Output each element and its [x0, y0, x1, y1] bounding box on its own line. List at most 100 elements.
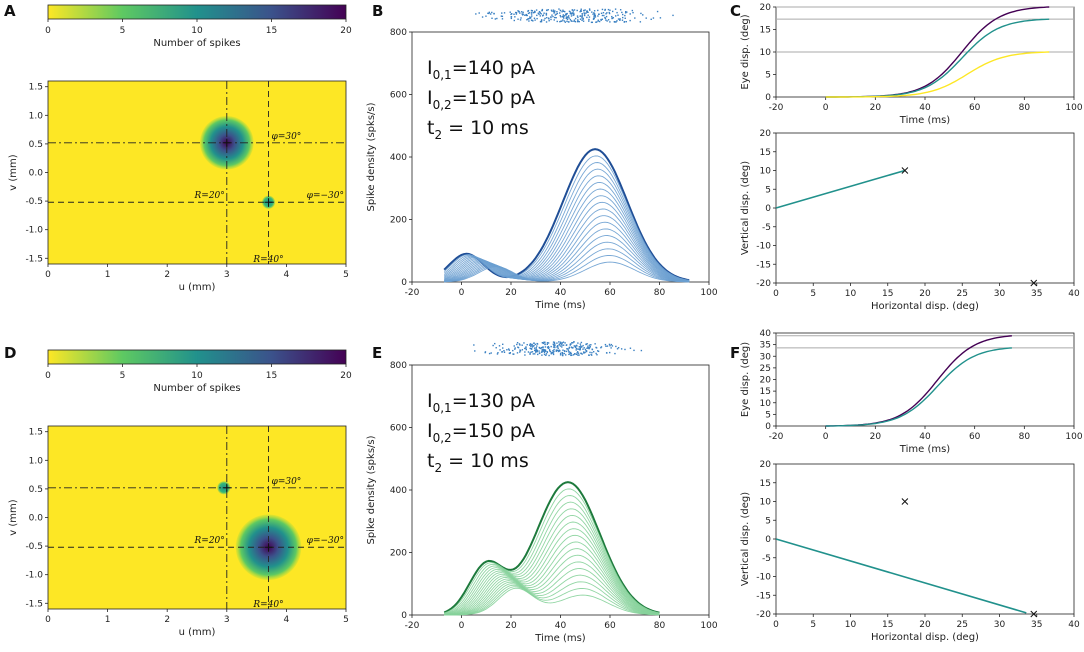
raster-spike — [526, 14, 528, 17]
raster-spike — [531, 15, 533, 17]
raster-spike — [554, 346, 556, 349]
eye-trace-amplitude — [825, 335, 1012, 427]
raster-spike — [547, 345, 550, 348]
raster-spike — [498, 345, 501, 347]
raster-spike — [494, 18, 497, 20]
x-tick-label: 4 — [284, 615, 290, 625]
raster-spike — [553, 344, 555, 347]
axes-frame — [775, 463, 1075, 615]
raster-spike — [562, 344, 565, 346]
raster-spike — [546, 351, 549, 353]
raster-spike — [565, 350, 568, 353]
raster-spike — [593, 16, 595, 18]
x-tick-label: 100 — [700, 288, 717, 298]
raster-spike — [595, 352, 597, 355]
raster-spike — [609, 9, 611, 11]
raster-spike — [545, 353, 548, 355]
raster-spike — [534, 353, 536, 355]
raster-spike — [545, 9, 548, 11]
raster-spike — [583, 12, 585, 14]
raster-spike — [583, 347, 585, 349]
raster-spike — [624, 17, 626, 19]
raster-spike — [592, 351, 595, 353]
raster-spike — [574, 346, 577, 348]
raster-spike — [552, 353, 555, 356]
raster-spike — [611, 15, 613, 18]
raster-spike — [607, 8, 610, 11]
x-axis-label: Time (ms) — [899, 444, 951, 455]
x-axis-label: u (mm) — [179, 282, 216, 293]
raster-spike — [554, 16, 556, 19]
colorbar-tick-label: 0 — [45, 371, 51, 381]
raster-spike — [573, 9, 576, 11]
raster-spike — [588, 347, 591, 349]
x-tick-label: -20 — [769, 103, 784, 113]
y-tick-label: 0 — [401, 611, 407, 621]
x-tick-label: 30 — [994, 289, 1006, 299]
x-tick-label: 5 — [343, 270, 349, 280]
raster-spike — [547, 9, 549, 11]
raster-spike — [581, 12, 583, 15]
density-trace — [444, 574, 660, 616]
raster-spike — [542, 348, 545, 351]
raster-spike — [562, 19, 564, 21]
x-tick-label: 100 — [1065, 103, 1082, 113]
raster-spike — [561, 342, 563, 344]
raster-spike — [594, 16, 597, 18]
raster-spike — [547, 342, 550, 344]
raster-spike — [623, 20, 626, 23]
panel-label-A: A — [4, 2, 16, 20]
raster-spike — [540, 347, 542, 350]
raster-spike — [520, 17, 522, 19]
raster-spike — [567, 348, 569, 350]
raster-spike — [558, 12, 561, 14]
raster-spike — [559, 345, 562, 347]
density-trace — [444, 235, 690, 283]
raster-spike — [571, 342, 573, 344]
raster-spike — [564, 21, 567, 23]
raster-spike — [541, 354, 543, 356]
raster-spike — [588, 16, 591, 18]
raster-spike — [659, 17, 662, 19]
raster-spike — [490, 13, 492, 15]
panel-label-C: C — [730, 2, 741, 20]
r-small-label: R=20° — [194, 191, 225, 201]
raster-spike — [577, 16, 579, 19]
x-tick-label: 2 — [164, 270, 170, 280]
raster-spike — [559, 20, 561, 23]
x-tick-label: 60 — [604, 288, 616, 298]
raster-spike — [520, 11, 523, 13]
raster-spike — [604, 343, 607, 346]
raster-spike — [607, 19, 610, 21]
raster-spike — [529, 347, 531, 350]
raster-spike — [617, 18, 620, 20]
raster-spike — [590, 21, 593, 24]
raster-spike — [642, 14, 644, 16]
raster-spike — [645, 17, 647, 19]
raster-spike — [562, 10, 565, 13]
raster-spike — [529, 16, 531, 18]
raster-spike — [521, 349, 524, 351]
raster-spike — [608, 343, 611, 346]
raster-spike — [551, 10, 553, 12]
raster-spike — [566, 20, 568, 23]
raster-spike — [533, 17, 536, 19]
colorbar — [47, 349, 347, 365]
raster-spike — [518, 11, 520, 13]
raster-spike — [528, 18, 530, 20]
raster-spike — [544, 341, 546, 343]
raster-spike — [605, 19, 607, 21]
raster-spike — [557, 347, 559, 349]
y-tick-label: 5 — [765, 410, 771, 420]
raster-spike — [572, 354, 575, 356]
raster-spike — [560, 354, 562, 356]
y-tick-label: 600 — [390, 424, 407, 434]
raster-spike — [533, 344, 535, 347]
raster-spike — [488, 11, 491, 14]
raster-spike — [559, 350, 561, 352]
density-trace-main — [443, 481, 660, 614]
density-trace — [444, 488, 660, 614]
y-tick-label: -15 — [756, 591, 771, 601]
raster-spike — [594, 14, 596, 17]
raster-spike — [596, 354, 598, 356]
